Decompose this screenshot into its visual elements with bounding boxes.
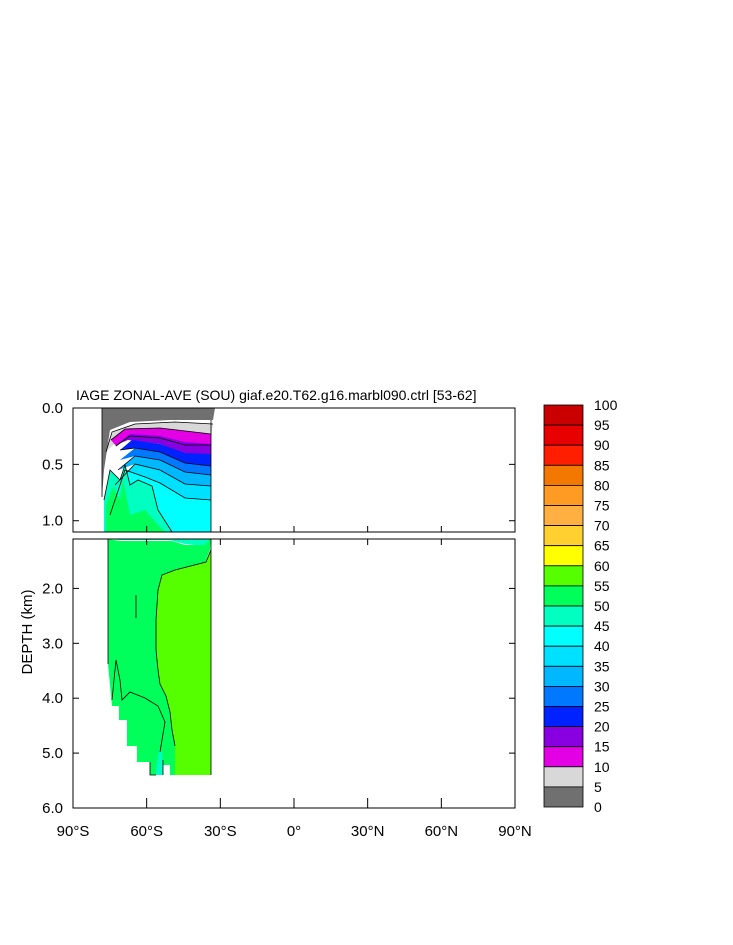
upper-contour-line bbox=[109, 469, 212, 516]
colorbar-label: 0 bbox=[594, 799, 602, 815]
colorbar-swatch bbox=[543, 665, 584, 687]
colorbar-swatch bbox=[543, 605, 584, 627]
upper-contour-line bbox=[115, 435, 211, 447]
colorbar-label: 40 bbox=[594, 638, 610, 654]
colorbar-swatch bbox=[543, 545, 584, 567]
x-tick-label: 90°N bbox=[498, 823, 532, 840]
lower-contour-band bbox=[156, 548, 211, 775]
lower-contour-line bbox=[149, 762, 156, 776]
lower-ytick-label: 5.0 bbox=[42, 745, 63, 762]
colorbar-label: 80 bbox=[594, 477, 610, 493]
colorbar-swatch bbox=[543, 766, 584, 788]
upper-contour-band bbox=[120, 440, 211, 466]
colorbar-swatch bbox=[543, 786, 584, 808]
lower-contour-lines bbox=[107, 539, 212, 776]
colorbar-label: 70 bbox=[594, 518, 610, 534]
y-axis-label: DEPTH (km) bbox=[19, 590, 36, 675]
colorbar-label: 85 bbox=[594, 457, 610, 473]
colorbar-label: 5 bbox=[594, 779, 602, 795]
x-tick-label: 30°N bbox=[351, 823, 385, 840]
colorbar-label: 60 bbox=[594, 558, 610, 574]
lower-panel-fields bbox=[106, 539, 211, 775]
x-tick-label: 60°N bbox=[425, 823, 459, 840]
colorbar: 1009590858075706560555045403530252015105… bbox=[543, 397, 618, 815]
upper-ytick-label: 1.0 bbox=[42, 513, 63, 530]
lower-panel: 2.0 3.0 4.0 5.0 6.0 bbox=[42, 538, 516, 817]
colorbar-swatch bbox=[543, 484, 584, 506]
lower-contour-band bbox=[106, 539, 211, 546]
colorbar-swatch bbox=[543, 525, 584, 547]
lower-ytick-label: 6.0 bbox=[42, 800, 63, 817]
colorbar-label: 45 bbox=[594, 618, 610, 634]
colorbar-swatch bbox=[543, 444, 584, 466]
upper-contour-line bbox=[103, 463, 173, 533]
lower-contour-band bbox=[106, 539, 211, 775]
upper-contour-band bbox=[106, 480, 165, 532]
upper-contour-line bbox=[119, 447, 212, 467]
x-tick-label: 0° bbox=[287, 823, 301, 840]
colorbar-swatch bbox=[543, 585, 584, 607]
lower-contour-band bbox=[156, 750, 163, 775]
upper-ytick-label: 0.0 bbox=[42, 400, 63, 417]
upper-ytick-label: 0.5 bbox=[42, 456, 63, 473]
colorbar-label: 95 bbox=[594, 417, 610, 433]
colorbar-swatch bbox=[543, 424, 584, 446]
colorbar-label: 55 bbox=[594, 578, 610, 594]
lower-ytick-label: 2.0 bbox=[42, 580, 63, 597]
colorbar-label: 20 bbox=[594, 719, 610, 735]
upper-contour-line bbox=[117, 455, 212, 476]
lower-contour-line bbox=[155, 549, 212, 747]
colorbar-swatch bbox=[543, 404, 584, 426]
colorbar-swatch bbox=[543, 726, 584, 748]
upper-contour-band bbox=[115, 464, 211, 500]
colorbar-label: 25 bbox=[594, 699, 610, 715]
colorbar-swatch bbox=[543, 645, 584, 667]
colorbar-swatch bbox=[543, 686, 584, 707]
colorbar-label: 35 bbox=[594, 658, 610, 674]
upper-panel: 0.0 0.5 1.0 bbox=[42, 400, 516, 533]
colorbar-label: 10 bbox=[594, 759, 610, 775]
colorbar-swatch bbox=[543, 464, 584, 486]
colorbar-swatch bbox=[543, 565, 584, 587]
chart-title: IAGE ZONAL-AVE (SOU) giaf.e20.T62.g16.ma… bbox=[76, 387, 476, 403]
x-axis: 90°S 60°S 30°S 0° 30°N 60°N 90°N bbox=[57, 526, 532, 840]
colorbar-swatch bbox=[543, 706, 584, 728]
colorbar-label: 65 bbox=[594, 538, 610, 554]
colorbar-label: 30 bbox=[594, 678, 610, 694]
upper-contour-band bbox=[102, 408, 215, 497]
x-tick-label: 60°S bbox=[130, 823, 163, 840]
colorbar-swatch bbox=[543, 505, 584, 527]
colorbar-label: 50 bbox=[594, 598, 610, 614]
colorbar-label: 90 bbox=[594, 437, 610, 453]
colorbar-swatch bbox=[543, 625, 584, 647]
upper-contour-lines bbox=[101, 408, 214, 533]
x-tick-label: 30°S bbox=[204, 823, 237, 840]
upper-contour-band bbox=[120, 448, 211, 475]
upper-contour-band bbox=[118, 456, 211, 486]
upper-contour-band bbox=[116, 434, 211, 455]
lower-contour-line bbox=[111, 659, 166, 753]
colorbar-label: 75 bbox=[594, 498, 610, 514]
colorbar-label: 100 bbox=[594, 397, 618, 413]
upper-contour-line bbox=[110, 427, 212, 441]
upper-contour-line bbox=[105, 421, 214, 453]
colorbar-swatch bbox=[543, 746, 584, 768]
x-tick-label: 90°S bbox=[57, 823, 90, 840]
lower-ytick-label: 4.0 bbox=[42, 690, 63, 707]
lower-ytick-label: 3.0 bbox=[42, 635, 63, 652]
colorbar-label: 15 bbox=[594, 739, 610, 755]
